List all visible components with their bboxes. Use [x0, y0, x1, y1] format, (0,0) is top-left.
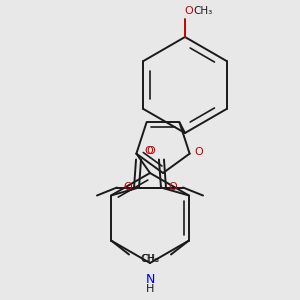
Text: CH₃: CH₃ [141, 254, 159, 263]
Text: N: N [145, 273, 155, 286]
Text: O: O [168, 182, 177, 191]
Text: H: H [146, 284, 154, 294]
Text: O: O [147, 146, 155, 157]
Text: O: O [194, 147, 203, 157]
Text: CH₃: CH₃ [141, 254, 159, 263]
Text: O: O [184, 6, 194, 16]
Text: O: O [123, 182, 132, 191]
Text: O: O [145, 146, 153, 157]
Text: CH₃: CH₃ [194, 6, 213, 16]
